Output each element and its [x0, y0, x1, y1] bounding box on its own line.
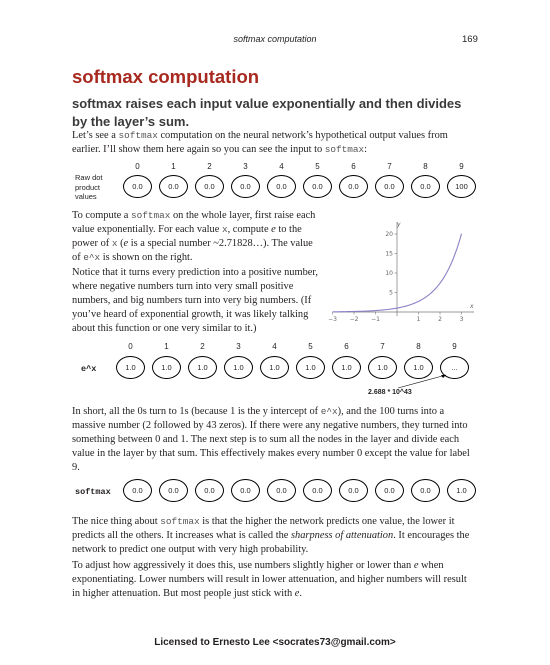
y-tick-label: 5 [389, 290, 393, 297]
softmax-value-node: 0.0 [195, 479, 224, 502]
y-tick-label: 20 [385, 231, 393, 238]
page-number: 169 [462, 34, 478, 45]
license-footer: Licensed to Ernesto Lee <socrates73@gmai… [154, 637, 396, 648]
exp-value-node: 1.0 [368, 356, 397, 379]
raw-value-node: 0.0 [375, 175, 404, 198]
softmax-value-node: 0.0 [303, 479, 332, 502]
exp-value-node: 1.0 [152, 356, 181, 379]
raw-value-index-label: 3 [243, 162, 248, 171]
softmax-value-node: 0.0 [375, 479, 404, 502]
raw-value-index-label: 8 [423, 162, 428, 171]
exp-value-node: 1.0 [332, 356, 361, 379]
raw-value-index-label: 0 [135, 162, 140, 171]
raw-value-index-label: 4 [279, 162, 284, 171]
exp-value-index-label: 1 [164, 342, 169, 351]
summary-paragraph: In short, all the 0s turn to 1s (because… [72, 406, 470, 473]
softmax-value-node: 0.0 [267, 479, 296, 502]
y-tick-label: 10 [385, 270, 393, 277]
exp-value-index-label: 5 [308, 342, 313, 351]
softmax-value-node: 0.0 [231, 479, 260, 502]
exp-value-node: 1.0 [188, 356, 217, 379]
exponential-curve-chart: x y −3 −2 −1 1 2 3 5 10 15 20 [328, 221, 474, 323]
raw-value-index-label: 1 [171, 162, 176, 171]
exp-value-node: ... [440, 356, 469, 379]
x-tick-label: 3 [460, 316, 464, 323]
x-tick-label: −3 [328, 316, 337, 323]
x-axis-label: x [469, 303, 474, 310]
section-heading: softmax computation [72, 66, 260, 87]
adjustment-paragraph: To adjust how aggressively it does this,… [72, 560, 467, 599]
exp-value-index-label: 2 [200, 342, 205, 351]
exp-value-index-label: 3 [236, 342, 241, 351]
softmax-value-node: 0.0 [339, 479, 368, 502]
softmax-value-node: 0.0 [123, 479, 152, 502]
exp-value-index-label: 8 [416, 342, 421, 351]
raw-value-node: 0.0 [231, 175, 260, 198]
raw-value-node: 0.0 [195, 175, 224, 198]
raw-value-node: 0.0 [159, 175, 188, 198]
section-subheading: softmax raises each input value exponent… [72, 96, 462, 129]
softmax-row-label: softmax [75, 487, 111, 497]
growth-paragraph: Notice that it turns every prediction in… [72, 267, 319, 334]
raw-value-index-label: 9 [459, 162, 464, 171]
y-axis-label: y [396, 221, 401, 228]
exp-curve [332, 233, 463, 313]
raw-value-index-label: 7 [387, 162, 392, 171]
exp-value-node: 1.0 [260, 356, 289, 379]
x-tick-label: −2 [350, 316, 359, 323]
x-tick-label: −1 [371, 316, 380, 323]
exp-value-node: 1.0 [224, 356, 253, 379]
attenuation-paragraph: The nice thing about softmax is that the… [72, 516, 470, 555]
raw-value-node: 0.0 [411, 175, 440, 198]
raw-value-node: 0.0 [303, 175, 332, 198]
raw-value-node: 100 [447, 175, 476, 198]
exp-value-index-label: 4 [272, 342, 277, 351]
raw-value-index-label: 2 [207, 162, 212, 171]
exponential-paragraph: To compute a softmax on the whole layer,… [72, 210, 316, 263]
x-tick-label: 1 [417, 316, 421, 323]
y-tick-label: 15 [385, 251, 393, 258]
intro-paragraph: Let’s see a softmax computation on the n… [72, 130, 448, 155]
softmax-value-node: 0.0 [159, 479, 188, 502]
raw-row-label: Raw dot product values [75, 173, 103, 201]
exp-value-index-label: 6 [344, 342, 349, 351]
raw-value-index-label: 5 [315, 162, 320, 171]
exp-value-node: 1.0 [296, 356, 325, 379]
exp-value-node: 1.0 [116, 356, 145, 379]
exp-row-label: e^x [81, 364, 97, 374]
running-header-title: softmax computation [233, 34, 317, 44]
raw-value-node: 0.0 [339, 175, 368, 198]
x-tick-label: 2 [438, 316, 442, 323]
exp-value-index-label: 9 [452, 342, 457, 351]
softmax-value-node: 0.0 [411, 479, 440, 502]
large-value-note: 2.688 * 10^43 [368, 389, 412, 396]
raw-value-node: 0.0 [267, 175, 296, 198]
raw-value-index-label: 6 [351, 162, 356, 171]
raw-value-node: 0.0 [123, 175, 152, 198]
exp-value-index-label: 7 [380, 342, 385, 351]
exp-value-index-label: 0 [128, 342, 133, 351]
softmax-value-node: 1.0 [447, 479, 476, 502]
exp-value-node: 1.0 [404, 356, 433, 379]
